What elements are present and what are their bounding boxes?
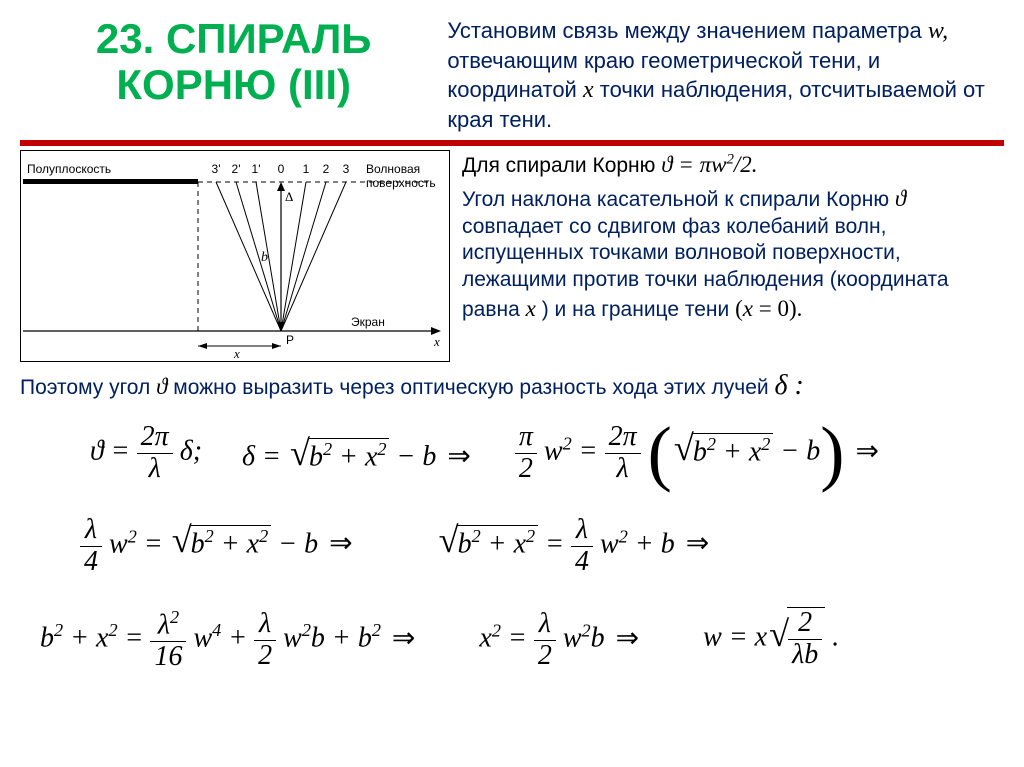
mid-line1a: Для спирали Корню <box>462 154 661 177</box>
eq-final-w: w = x2λb . <box>703 607 839 673</box>
svg-text:1': 1' <box>252 162 261 176</box>
svg-text:x: x <box>233 346 240 361</box>
svg-text:3': 3' <box>212 162 221 176</box>
eq-delta-sqrt: δ = b2 + x2 − b ⇒ <box>242 432 475 474</box>
page-title: 23. СПИРАЛЬ КОРНЮ (III) <box>20 16 447 108</box>
mid-line2c: ) и на границе тени <box>542 298 735 321</box>
mid-paragraph: Для спирали Корню ϑ = πw2/2. Угол наклон… <box>450 150 1004 324</box>
para3: Поэтому угол ϑ можно выразить через опти… <box>20 368 1004 404</box>
intro-var-x: x <box>583 77 594 103</box>
svg-text:Экран: Экран <box>351 315 385 329</box>
label-halfplane: Полуплоскость <box>27 162 111 176</box>
equation-row-2: λ4 w2 = b2 + x2 − b ⇒ b2 + x2 = λ4 w2 + … <box>20 515 1004 578</box>
para3-delta: δ : <box>774 370 803 401</box>
para3-a: Поэтому угол <box>20 376 156 399</box>
var-x: x <box>526 296 536 321</box>
svg-text:2: 2 <box>323 162 330 176</box>
svg-text:3: 3 <box>343 162 350 176</box>
divider <box>20 140 1004 146</box>
svg-text:Волновая: Волновая <box>366 162 420 176</box>
eq-theta-delta: ϑ = 2πλ δ; <box>90 422 202 485</box>
intro-var-w: w, <box>928 18 948 44</box>
svg-text:P: P <box>286 333 294 347</box>
svg-text:0: 0 <box>278 162 285 176</box>
eq-sqrt-eq: b2 + x2 = λ4 w2 + b ⇒ <box>437 515 714 578</box>
eq-x2: x2 = λ2 w2b ⇒ <box>479 609 643 672</box>
svg-text:поверхность: поверхность <box>366 176 436 190</box>
svg-text:b: b <box>261 250 268 265</box>
svg-text:x: x <box>433 334 440 349</box>
var-theta: ϑ <box>895 186 906 211</box>
svg-text:Δ: Δ <box>285 189 293 204</box>
para3-theta: ϑ <box>156 374 167 399</box>
equation-row-1: ϑ = 2πλ δ; δ = b2 + x2 − b ⇒ π2 w2 = 2πλ… <box>20 422 1004 485</box>
eq-lambda4-w2: λ4 w2 = b2 + x2 − b ⇒ <box>80 515 357 578</box>
para3-b: можно выразить через оптическую разность… <box>173 376 774 399</box>
geometry-diagram: Полуплоскость 3' 2' 1' 0 123 Волновая пове… <box>20 150 450 362</box>
svg-text:2': 2' <box>232 162 241 176</box>
svg-text:1: 1 <box>303 162 310 176</box>
eq-piw2-expand: π2 w2 = 2πλ (b2 + x2 − b) ⇒ <box>515 422 883 485</box>
intro-p1: Установим связь между значением параметр… <box>447 18 927 43</box>
intro-text: Установим связь между значением параметр… <box>447 16 1004 134</box>
eq-x0: (x = 0). <box>735 296 802 321</box>
eq-b2x2-expand: b2 + x2 = λ216 w4 + λ2 w2b + b2 ⇒ <box>40 607 419 673</box>
formula-theta-piws2: ϑ = πw2/2. <box>661 152 757 177</box>
mid-line2: Угол наклона касательной к спирали Корню <box>462 188 895 211</box>
equation-row-3: b2 + x2 = λ216 w4 + λ2 w2b + b2 ⇒ x2 = λ… <box>20 607 1004 673</box>
